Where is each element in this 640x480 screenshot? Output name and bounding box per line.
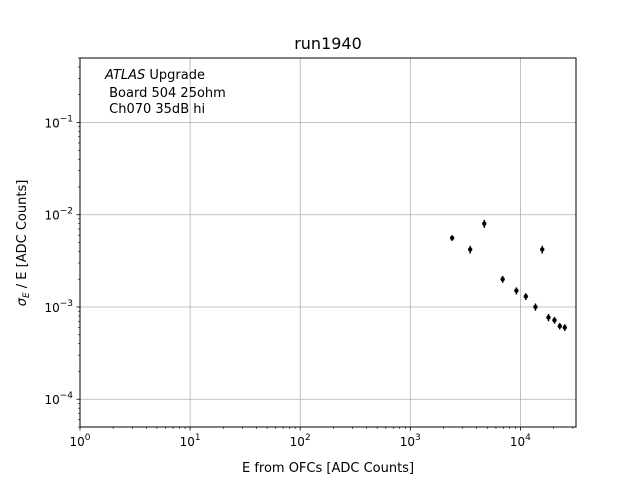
x-tick-label: 102 (290, 433, 311, 449)
data-point (449, 235, 455, 241)
data-point (557, 323, 562, 330)
x-tick-label: 104 (510, 433, 531, 449)
x-axis: 100 101 102 103 104 (69, 427, 574, 449)
point-marker (546, 315, 551, 320)
x-tick-label: 101 (180, 433, 201, 449)
annotation-line-2: Board 504 25ohm (105, 86, 226, 101)
data-point (514, 287, 519, 295)
data-point (523, 293, 529, 301)
y-axis-label-text: / E [ADC Counts] (15, 180, 30, 293)
data-point (562, 324, 567, 331)
y-tick-label: 10−4 (44, 391, 73, 407)
y-axis: 10−4 10−3 10−2 10−1 (44, 57, 80, 428)
point-marker (467, 247, 473, 252)
data-point (540, 245, 545, 254)
point-marker (523, 294, 529, 299)
chart-title: run1940 (294, 34, 362, 53)
data-point (500, 275, 505, 283)
svg-text:ATLAS Upgrade: ATLAS Upgrade (104, 68, 205, 83)
data-point (482, 219, 487, 228)
y-tick-label: 10−3 (44, 299, 73, 315)
data-point (467, 245, 473, 254)
point-marker (552, 317, 557, 323)
y-tick-label: 10−1 (44, 114, 73, 130)
x-tick-label: 103 (400, 433, 421, 449)
x-axis-label: E from OFCs [ADC Counts] (242, 461, 414, 476)
point-marker (482, 221, 487, 226)
data-point (552, 316, 557, 324)
x-tick-label: 100 (69, 433, 90, 449)
y-axis-label: σE / E [ADC Counts] (15, 180, 32, 307)
data-point (546, 313, 551, 322)
point-marker (449, 235, 455, 241)
y-tick-label: 10−2 (44, 207, 73, 223)
annotation-experiment-suffix: Upgrade (145, 68, 205, 83)
point-marker (500, 277, 505, 282)
data-points (449, 219, 567, 331)
point-marker (557, 323, 562, 329)
point-marker (514, 288, 519, 293)
data-point (533, 303, 538, 311)
y-axis-label-sigma: σ (15, 297, 30, 306)
annotation: ATLAS Upgrade Board 504 25ohm Ch070 35dB… (104, 68, 226, 117)
annotation-line-3: Ch070 35dB hi (105, 102, 205, 117)
point-marker (533, 304, 538, 310)
y-axis-label-subscript: E (22, 292, 32, 298)
grid-lines (79, 58, 576, 427)
annotation-experiment: ATLAS (104, 68, 145, 83)
point-marker (540, 247, 545, 252)
point-marker (562, 325, 567, 330)
